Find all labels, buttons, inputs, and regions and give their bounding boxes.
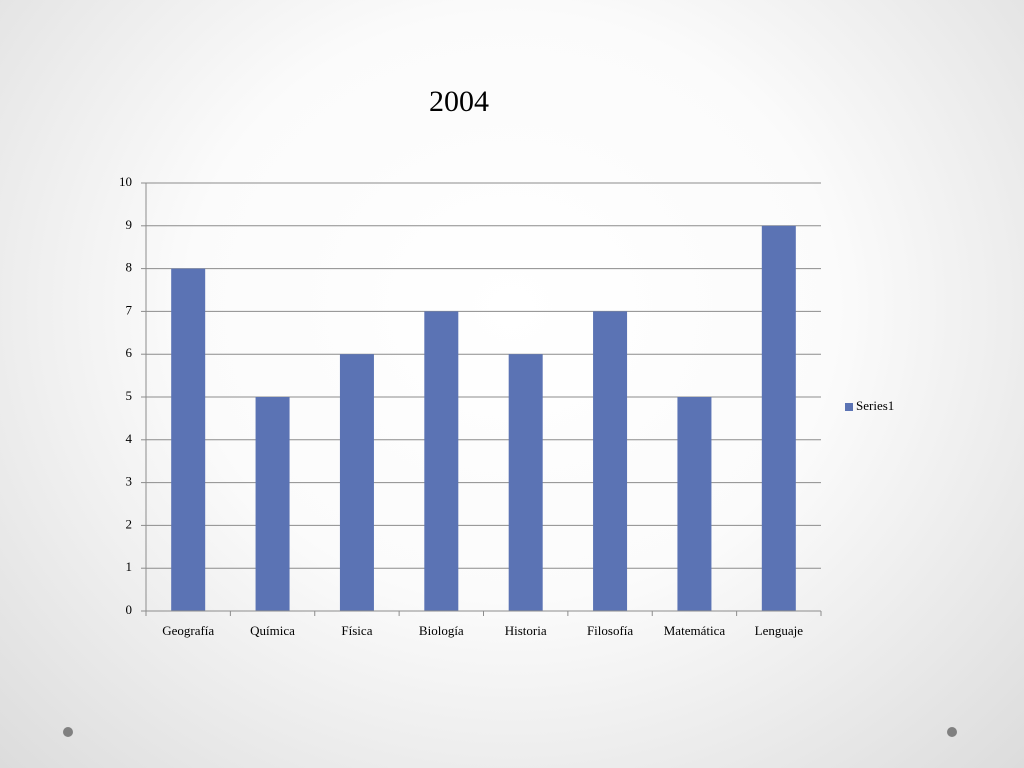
- y-tick-label: 4: [126, 431, 133, 446]
- y-tick-label: 9: [126, 217, 133, 232]
- x-tick-label: Física: [341, 623, 372, 638]
- y-tick-label: 6: [126, 345, 133, 360]
- legend-swatch: [845, 403, 853, 411]
- x-tick-label: Química: [250, 623, 295, 638]
- bar: [677, 397, 712, 611]
- y-tick-label: 1: [126, 559, 133, 574]
- decor-dot: [947, 727, 957, 737]
- y-tick-label: 0: [126, 602, 133, 617]
- chart-title: 2004: [429, 85, 489, 118]
- legend-label: Series1: [856, 398, 894, 413]
- bar: [424, 311, 459, 611]
- x-tick-label: Lenguaje: [755, 623, 804, 638]
- y-tick-label: 10: [119, 174, 132, 189]
- bar: [339, 354, 374, 611]
- x-tick-label: Historia: [505, 623, 547, 638]
- bar: [255, 397, 290, 611]
- y-tick-label: 2: [126, 516, 133, 531]
- y-tick-label: 7: [126, 302, 133, 317]
- bar: [508, 354, 543, 611]
- x-tick-label: Filosofía: [587, 623, 633, 638]
- x-tick-label: Geografía: [162, 623, 214, 638]
- y-tick-label: 3: [126, 474, 133, 489]
- y-tick-label: 5: [126, 388, 133, 403]
- decor-dot: [63, 727, 73, 737]
- bar: [593, 311, 628, 611]
- bar: [171, 268, 206, 611]
- x-tick-label: Matemática: [664, 623, 726, 638]
- bar: [761, 225, 796, 612]
- x-tick-label: Biología: [419, 623, 464, 638]
- y-tick-label: 8: [126, 260, 133, 275]
